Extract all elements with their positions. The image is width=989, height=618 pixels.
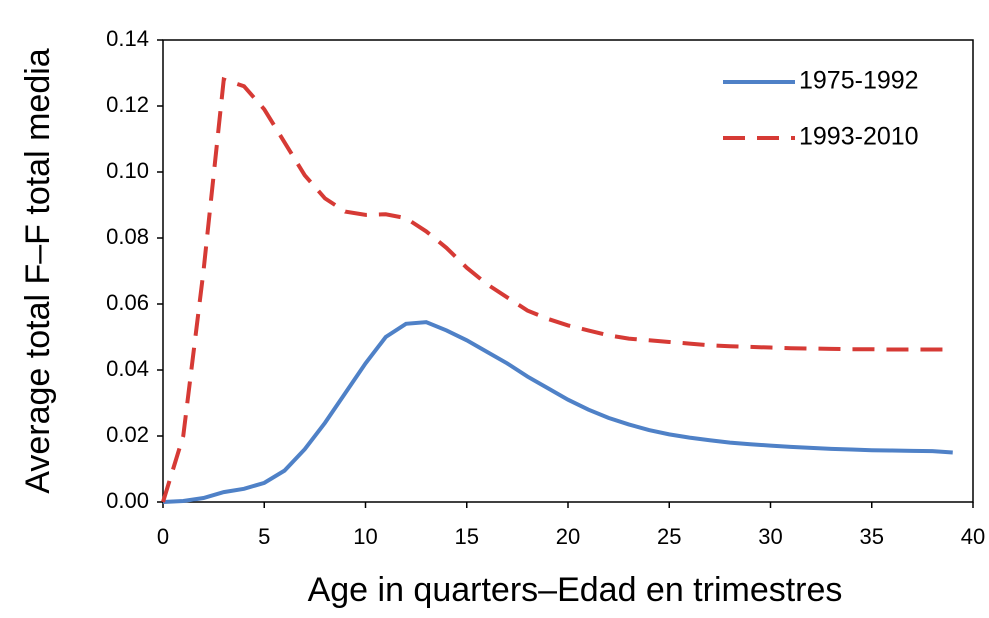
x-tick-label: 15	[455, 524, 479, 549]
legend-label: 1993-2010	[799, 123, 919, 151]
x-tick-label: 20	[556, 524, 580, 549]
x-tick-label: 10	[353, 524, 377, 549]
y-tick-label: 0.10	[106, 158, 149, 183]
x-tick-label: 40	[961, 524, 985, 549]
legend-label: 1975-1992	[799, 67, 919, 95]
y-tick-label: 0.04	[106, 356, 149, 381]
x-tick-label: 0	[157, 524, 169, 549]
y-tick-label: 0.14	[106, 26, 149, 51]
y-tick-label: 0.00	[106, 488, 149, 513]
plot-frame	[162, 39, 974, 503]
y-axis-label: Average total F–F total media	[19, 48, 57, 493]
y-tick-label: 0.06	[106, 290, 149, 315]
y-tick-label: 0.12	[106, 92, 149, 117]
x-tick-label: 5	[258, 524, 270, 549]
series-line	[162, 320, 953, 504]
x-tick-label: 25	[657, 524, 681, 549]
series-line	[161, 76, 953, 503]
x-tick-label: 30	[758, 524, 782, 549]
y-tick-label: 0.08	[106, 224, 149, 249]
x-axis-label: Age in quarters–Edad en trimestres	[308, 571, 843, 609]
y-tick-label: 0.02	[106, 422, 149, 447]
x-tick-label: 35	[860, 524, 884, 549]
